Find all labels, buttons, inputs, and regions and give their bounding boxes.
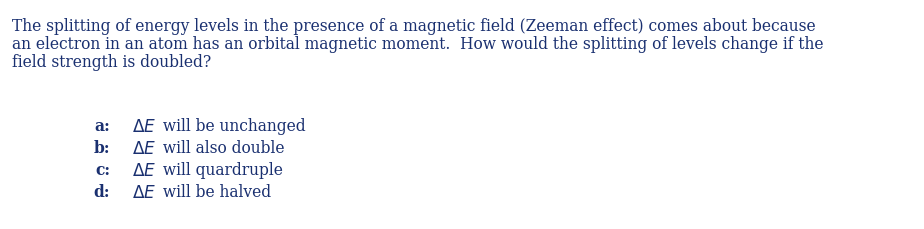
Text: will be unchanged: will be unchanged bbox=[158, 117, 306, 134]
Text: a:: a: bbox=[94, 117, 110, 134]
Text: $\Delta E$: $\Delta E$ bbox=[132, 117, 156, 135]
Text: field strength is doubled?: field strength is doubled? bbox=[12, 54, 212, 71]
Text: The splitting of energy levels in the presence of a magnetic field (Zeeman effec: The splitting of energy levels in the pr… bbox=[12, 18, 816, 35]
Text: will also double: will also double bbox=[158, 139, 285, 156]
Text: an electron in an atom has an orbital magnetic moment.  How would the splitting : an electron in an atom has an orbital ma… bbox=[12, 36, 823, 53]
Text: c:: c: bbox=[95, 161, 110, 178]
Text: will quardruple: will quardruple bbox=[158, 161, 283, 178]
Text: d:: d: bbox=[93, 183, 110, 200]
Text: b:: b: bbox=[93, 139, 110, 156]
Text: will be halved: will be halved bbox=[158, 183, 271, 200]
Text: $\Delta E$: $\Delta E$ bbox=[132, 161, 156, 179]
Text: $\Delta E$: $\Delta E$ bbox=[132, 183, 156, 201]
Text: $\Delta E$: $\Delta E$ bbox=[132, 139, 156, 157]
